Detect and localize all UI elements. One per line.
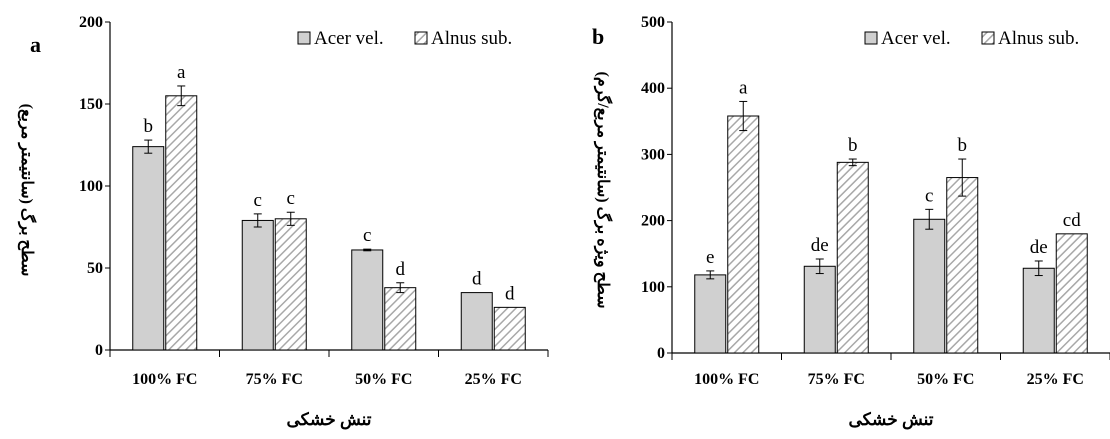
significance-letter: c [363, 225, 371, 246]
y-tick-label: 50 [87, 260, 103, 277]
y-tick-label: 200 [641, 213, 665, 230]
bar-acer-2 [241, 219, 274, 351]
significance-letter: de [1030, 237, 1048, 258]
panel-label: b [592, 24, 604, 49]
bar-alnus-3 [384, 287, 417, 351]
y-tick-label: 0 [95, 342, 103, 359]
bar-alnus-2 [836, 161, 869, 354]
legend-swatch-acer [297, 31, 311, 45]
y-axis-title: سطح ویژه برگ (سانتیمتر مربع/گرم) [593, 72, 613, 309]
x-category-label: 100% FC [132, 371, 197, 388]
legend-label-alnus: Alnus sub. [998, 28, 1079, 49]
bar-alnus-1 [727, 115, 760, 354]
significance-letter: cd [1063, 210, 1081, 231]
x-category-label: 50% FC [355, 371, 412, 388]
bar-alnus-4 [1055, 233, 1088, 354]
significance-letter: a [739, 77, 748, 98]
x-category-label: 25% FC [465, 371, 522, 388]
significance-letter: de [811, 235, 829, 256]
legend-swatch-alnus [981, 31, 995, 45]
legend-swatch-acer [864, 31, 878, 45]
bar-alnus-2 [274, 218, 307, 351]
significance-letter: d [396, 259, 406, 280]
significance-letter: a [177, 62, 186, 83]
x-category-label: 50% FC [917, 371, 974, 388]
y-tick-label: 0 [657, 345, 665, 362]
bar-acer-3 [351, 249, 384, 351]
legend-label-alnus: Alnus sub. [431, 28, 512, 49]
significance-letter: b [144, 116, 154, 137]
y-axis-title: سطح برگ (سانتیمتر مربع) [17, 104, 37, 277]
y-tick-label: 500 [641, 14, 665, 31]
bar-alnus-4 [493, 306, 526, 351]
legend-swatch-alnus [414, 31, 428, 45]
bar-alnus-1 [165, 95, 198, 351]
bar-acer-1 [132, 146, 165, 351]
y-tick-label: 300 [641, 146, 665, 163]
bar-acer-4 [460, 292, 493, 351]
significance-letter: d [505, 283, 515, 304]
x-category-label: 75% FC [246, 371, 303, 388]
legend-label-acer: Acer vel. [314, 28, 384, 49]
x-category-label: 100% FC [694, 371, 759, 388]
bar-acer-4 [1022, 267, 1055, 354]
significance-letter: d [472, 269, 482, 290]
significance-letter: b [958, 135, 968, 156]
significance-letter: c [925, 185, 933, 206]
significance-letter: c [287, 188, 295, 209]
x-category-label: 75% FC [808, 371, 865, 388]
y-tick-label: 200 [79, 14, 103, 31]
legend-label-acer: Acer vel. [881, 28, 951, 49]
y-tick-label: 400 [641, 80, 665, 97]
x-category-label: 25% FC [1027, 371, 1084, 388]
bar-alnus-3 [946, 177, 979, 354]
y-tick-label: 100 [79, 178, 103, 195]
significance-letter: b [848, 135, 858, 156]
significance-letter: c [254, 190, 262, 211]
bar-acer-2 [803, 265, 836, 354]
chart-panel-a: 0 50 100 150 200 b a 100% FC c c 75% FC c d 50% FC d d 2… [17, 14, 549, 430]
x-axis-title: تنش خشکی [848, 410, 933, 430]
chart-panel-b: 0 100 200 300 400 500 e a 100% FC de b 75% FC c b 50% … [592, 14, 1110, 430]
bar-acer-3 [913, 218, 946, 354]
bar-acer-1 [694, 274, 727, 354]
y-tick-label: 150 [79, 96, 103, 113]
x-axis-title: تنش خشکی [286, 410, 371, 430]
y-tick-label: 100 [641, 279, 665, 296]
significance-letter: e [706, 247, 714, 268]
panel-label: a [30, 32, 41, 57]
